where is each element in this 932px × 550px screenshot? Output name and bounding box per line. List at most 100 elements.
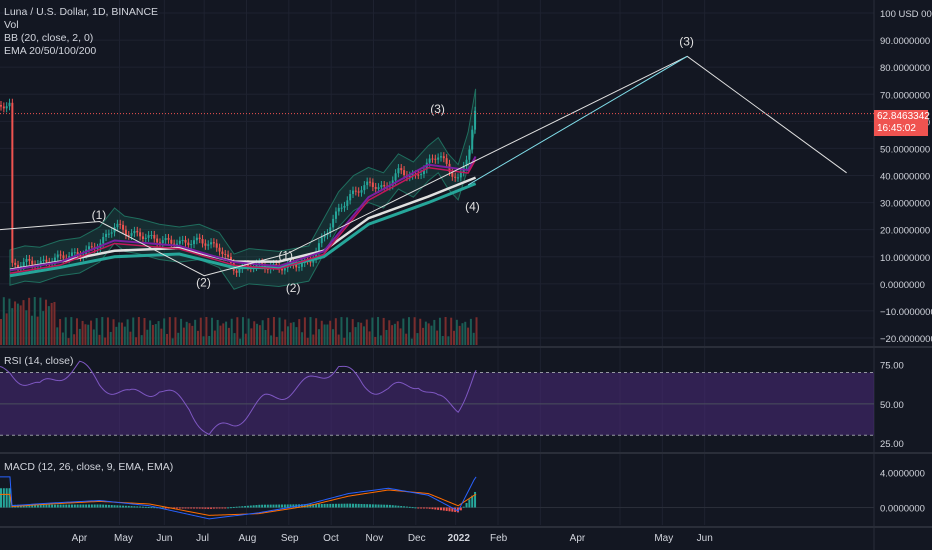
volume-bar <box>371 317 374 345</box>
macd-histogram-bar <box>215 507 218 509</box>
macd-histogram-bar <box>246 505 249 508</box>
volume-bar <box>256 323 259 345</box>
candle <box>136 230 139 233</box>
candle <box>246 264 249 267</box>
ema20-line <box>9 159 477 275</box>
price-axis-tick: 40.0000000 <box>880 172 930 183</box>
candle <box>22 261 25 267</box>
volume-bar <box>67 338 70 345</box>
macd-histogram-bar <box>210 507 213 509</box>
volume-bar <box>59 318 62 345</box>
candle <box>451 171 454 177</box>
macd-histogram-bar <box>82 504 85 508</box>
macd-histogram-bar <box>147 506 150 508</box>
volume-bar <box>444 317 447 345</box>
volume-bar <box>132 317 135 345</box>
candle <box>227 254 230 257</box>
macd-histogram-bar <box>448 507 451 512</box>
volume-bar <box>261 320 264 345</box>
macd-histogram-bar <box>90 504 93 508</box>
volume-bar <box>312 334 315 345</box>
volume-bar <box>45 299 48 345</box>
macd-histogram-bar <box>124 505 127 508</box>
volume-bar <box>0 319 2 345</box>
bollinger-legend[interactable]: BB (20, close, 2, 0) <box>4 32 94 44</box>
time-axis-tick: Jul <box>196 533 209 544</box>
volume-bar <box>275 336 278 345</box>
macd-histogram-bar <box>8 488 11 508</box>
volume-bar <box>388 320 391 345</box>
price-axis-tick: 20.0000000 <box>880 226 930 237</box>
volume-bar <box>295 327 298 345</box>
price-axis-tick: 0.0000000 <box>880 280 925 291</box>
candle <box>383 185 386 187</box>
candle <box>218 247 221 252</box>
volume-bar <box>194 319 197 345</box>
volume-bar <box>92 329 95 345</box>
macd-histogram-bar <box>408 506 411 508</box>
macd-histogram-bar <box>459 507 462 511</box>
volume-bar <box>241 317 244 345</box>
macd-histogram-bar <box>249 505 252 508</box>
symbol-title[interactable]: Luna / U.S. Dollar, 1D, BINANCE <box>4 6 159 18</box>
macd-legend[interactable]: MACD (12, 26, close, 9, EMA, EMA) <box>4 461 174 473</box>
macd-histogram-bar <box>400 506 403 508</box>
ema-legend[interactable]: EMA 20/50/100/200 <box>4 45 97 57</box>
volume-bar <box>461 323 464 345</box>
wave-projection-line-2 <box>467 55 688 186</box>
candle <box>300 263 303 267</box>
volume-bar <box>287 326 290 345</box>
candle <box>90 246 93 248</box>
macd-histogram-bar <box>48 504 51 508</box>
volume-bar <box>323 324 326 345</box>
volume-bar <box>391 325 394 345</box>
time-axis-tick: Dec <box>408 533 426 544</box>
macd-histogram-bar <box>136 506 139 508</box>
volume-bar <box>30 315 33 345</box>
macd-histogram-bar <box>439 507 442 511</box>
macd-histogram-bar <box>31 504 34 508</box>
candle <box>187 242 190 246</box>
macd-histogram-bar <box>417 507 420 509</box>
rsi-legend[interactable]: RSI (14, close) <box>4 355 74 367</box>
macd-histogram-bar <box>201 507 204 509</box>
price-axis-tick: −10.0000000 <box>880 307 932 318</box>
macd-histogram-bar <box>181 507 184 509</box>
macd-histogram-bar <box>360 503 363 508</box>
candle <box>59 254 62 256</box>
volume-bar <box>106 317 109 345</box>
macd-histogram-bar <box>357 503 360 508</box>
candle <box>175 243 178 246</box>
time-axis-tick: May <box>114 533 133 544</box>
candle <box>439 156 442 158</box>
volume-bar <box>430 325 433 345</box>
volume-bar <box>416 333 419 345</box>
volume-bar <box>16 303 19 345</box>
macd-histogram-bar <box>465 502 468 508</box>
candle <box>468 149 471 160</box>
candle <box>340 207 343 209</box>
volume-bar <box>95 318 98 345</box>
candle <box>295 264 298 268</box>
macd-histogram-bar <box>468 499 471 508</box>
macd-histogram-bar <box>102 504 105 508</box>
candle <box>87 246 90 250</box>
volume-bar <box>362 326 365 345</box>
candle <box>281 268 284 271</box>
macd-histogram-bar <box>141 506 144 508</box>
candle <box>309 260 312 263</box>
candle <box>320 237 323 244</box>
volume-legend[interactable]: Vol <box>4 19 19 31</box>
macd-histogram-bar <box>312 504 315 508</box>
volume-bar <box>365 319 368 345</box>
macd-histogram-bar <box>229 507 232 509</box>
candle <box>337 207 340 212</box>
time-axis-tick: 2022 <box>448 533 471 544</box>
macd-histogram-bar <box>113 505 116 508</box>
time-axis-tick: Jun <box>156 533 172 544</box>
volume-bar <box>438 317 441 345</box>
volume-bar <box>73 334 76 345</box>
price-axis-tick: 90.0000000 <box>880 36 930 47</box>
candle <box>354 190 357 192</box>
